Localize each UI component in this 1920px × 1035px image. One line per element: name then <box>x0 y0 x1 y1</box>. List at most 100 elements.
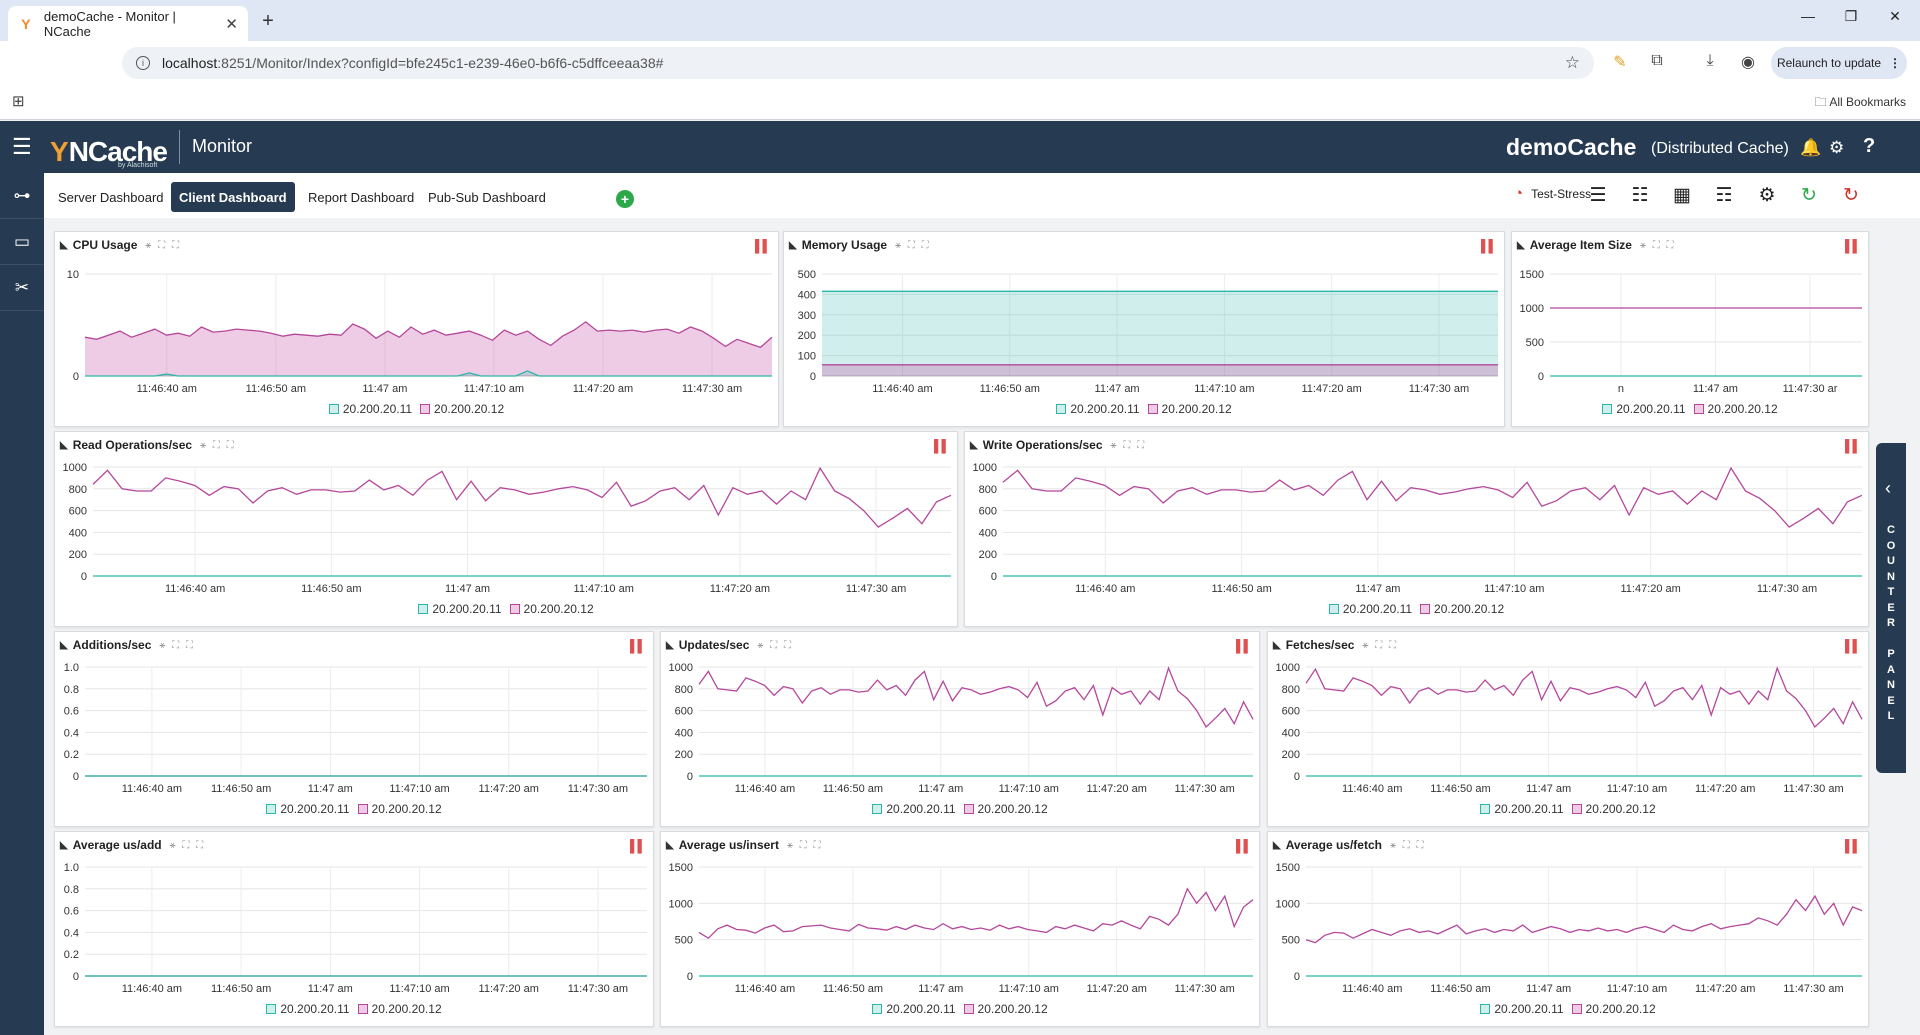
y-tick-label: 400 <box>798 289 816 301</box>
pause-icon[interactable]: ▌▌ <box>754 239 771 253</box>
chevron-left-icon[interactable]: ‹ <box>1885 478 1891 498</box>
pause-icon[interactable]: ▌▌ <box>1235 639 1252 653</box>
reset-icon[interactable]: ↻ <box>1843 185 1859 206</box>
legend-item[interactable]: 20.200.20.12 <box>963 802 1048 816</box>
browser-tab[interactable]: Y demoCache - Monitor | NCache ✕ <box>8 6 248 41</box>
legend-item[interactable]: 20.200.20.11 <box>872 1002 956 1016</box>
counter-panel-toggle[interactable]: ‹ C O U N T E R P A N E L <box>1876 443 1906 773</box>
legend-item[interactable]: 20.200.20.11 <box>1480 802 1564 816</box>
tools-wrench-icon[interactable]: ✂ <box>0 265 44 311</box>
relaunch-button[interactable]: Relaunch to update ⋮ <box>1771 47 1907 79</box>
address-bar[interactable]: i localhost:8251/Monitor/Index?configId=… <box>122 47 1594 79</box>
panel-title: Fetches/sec <box>1285 638 1355 652</box>
panel-title: Read Operations/sec <box>72 438 193 452</box>
profile-icon[interactable]: ◉ <box>1741 54 1755 71</box>
legend-item[interactable]: 20.200.20.11 <box>1328 602 1412 616</box>
panel-tools-icon[interactable]: ⚹ ⛶ ⛶ <box>757 639 793 651</box>
topology-icon[interactable]: ⊶ <box>0 173 44 219</box>
menu-icon[interactable]: ☰ <box>12 134 32 159</box>
panel-tools-icon[interactable]: ⚹ ⛶ ⛶ <box>786 839 823 851</box>
legend-item[interactable]: 20.200.20.12 <box>1693 402 1778 416</box>
logo-text: NCache <box>68 136 168 167</box>
panel-tools-icon[interactable]: ⚹ ⛶ ⛶ <box>1362 639 1398 651</box>
pause-icon[interactable]: ▌▌ <box>1235 839 1252 853</box>
average-us-fetch-panel: 1500 1000 500 0 11:46:40 am 11:46:50 am 11:47 … <box>1267 831 1869 1027</box>
extension-pen-icon[interactable]: ✎ <box>1613 54 1627 71</box>
legend-item[interactable]: 20.200.20.11 <box>266 802 350 816</box>
legend-item[interactable]: 20.200.20.12 <box>420 402 504 416</box>
panel-tools-icon[interactable]: ⚹ ⛶ ⛶ <box>159 639 195 651</box>
all-bookmarks[interactable]: 🗀 All Bookmarks <box>1814 95 1906 109</box>
panel-tools-icon[interactable]: ⚹ ⛶ ⛶ <box>145 239 181 251</box>
cluster-settings-icon[interactable]: ⚙ <box>1829 138 1845 157</box>
notification-bell-icon[interactable]: 🔔 <box>1800 138 1822 157</box>
monitor-screen-icon[interactable]: ▭ <box>0 219 44 265</box>
close-tab-icon[interactable]: ✕ <box>225 15 238 33</box>
extensions-puzzle-icon[interactable]: ⧉ <box>1651 52 1663 69</box>
counter-panel-label: C O U N T E R P A N E L <box>1886 524 1896 722</box>
tab-report-dashboard[interactable]: Report Dashboard <box>308 189 415 205</box>
y-tick-label: 500 <box>675 935 693 947</box>
pause-icon[interactable]: ▌▌ <box>629 839 646 853</box>
help-icon[interactable]: ? <box>1863 135 1876 157</box>
minimize-icon[interactable]: — <box>1801 8 1815 24</box>
settings-gear-icon[interactable]: ⚙ <box>1758 185 1776 206</box>
new-tab-icon[interactable]: + <box>262 10 274 32</box>
pause-icon[interactable]: ▌▌ <box>1844 639 1861 653</box>
panel-tools-icon[interactable]: ⚹ ⛶ ⛶ <box>200 439 236 451</box>
legend-item[interactable]: 20.200.20.11 <box>266 1002 350 1016</box>
restore-icon[interactable]: ❐ <box>1844 8 1858 24</box>
legend-item[interactable]: 20.200.20.12 <box>1147 402 1232 416</box>
close-window-icon[interactable]: ✕ <box>1889 8 1901 24</box>
x-tick-label: 11:47:30 am <box>682 383 742 395</box>
tab-server-dashboard[interactable]: Server Dashboard <box>58 189 164 205</box>
read-operations-sec-panel: 1000 800 600 400 200 0 11:46:40 am 11:46:50 am 1… <box>54 431 958 627</box>
y-tick-label: 1500 <box>1520 269 1544 281</box>
legend-item[interactable]: 20.200.20.11 <box>418 602 502 616</box>
pause-icon[interactable]: ▌▌ <box>1844 439 1861 453</box>
site-info-icon[interactable]: i <box>136 56 150 70</box>
panel-tools-icon[interactable]: ⚹ ⛶ ⛶ <box>1639 239 1676 251</box>
tab-pubsub-dashboard[interactable]: Pub-Sub Dashboard <box>428 189 546 205</box>
pause-icon[interactable]: ▌▌ <box>629 639 646 653</box>
layout-3-col-icon[interactable]: ▦ <box>1673 185 1691 206</box>
more-menu-icon[interactable]: ⋮ <box>1889 56 1902 70</box>
legend-item[interactable]: 20.200.20.11 <box>1602 402 1686 416</box>
add-dashboard-icon[interactable]: + <box>616 190 634 208</box>
legend-item[interactable]: 20.200.20.11 <box>328 402 412 416</box>
legend-item[interactable]: 20.200.20.11 <box>872 802 956 816</box>
legend-item[interactable]: 20.200.20.11 <box>1480 1002 1564 1016</box>
legend-item[interactable]: 20.200.20.12 <box>509 602 594 616</box>
panel-tools-icon[interactable]: ⚹ ⛶ ⛶ <box>895 239 931 251</box>
panel-tools-icon[interactable]: ⚹ ⛶ ⛶ <box>169 839 206 851</box>
test-stress-button[interactable]: ◔ Test-Stress <box>1514 185 1591 202</box>
layout-2-col-icon[interactable]: ☷ <box>1631 185 1649 206</box>
legend-item[interactable]: 20.200.20.12 <box>357 1002 442 1016</box>
x-tick-label: 11:46:50 am <box>246 383 306 395</box>
pause-icon[interactable]: ▌▌ <box>1480 239 1497 253</box>
legend-item[interactable]: 20.200.20.12 <box>1571 1002 1656 1016</box>
apps-grid-icon[interactable]: ⊞ <box>12 93 25 110</box>
download-icon[interactable]: ⤓ <box>1706 52 1714 69</box>
chart-icon: ◣ <box>60 239 68 251</box>
legend-item[interactable]: 20.200.20.12 <box>357 802 442 816</box>
legend-swatch <box>1480 804 1491 814</box>
layout-1-col-icon[interactable]: ☰ <box>1589 185 1607 206</box>
pause-icon[interactable]: ▌▌ <box>1844 839 1861 853</box>
x-tick-label: 11:47 am <box>445 583 490 595</box>
legend-item[interactable]: 20.200.20.12 <box>1571 802 1656 816</box>
panel-tools-icon[interactable]: ⚹ ⛶ ⛶ <box>1389 839 1426 851</box>
legend-item[interactable]: 20.200.20.12 <box>963 1002 1048 1016</box>
bookmark-star-icon[interactable]: ☆ <box>1564 53 1580 72</box>
panel-title: Additions/sec <box>72 638 152 652</box>
tab-client-dashboard[interactable]: Client Dashboard <box>171 182 295 212</box>
legend-item[interactable]: 20.200.20.12 <box>1420 602 1504 616</box>
x-tick-label: 11:47:30 am <box>1409 383 1469 395</box>
refresh-icon[interactable]: ↻ <box>1801 185 1817 206</box>
pause-icon[interactable]: ▌▌ <box>933 439 950 453</box>
panel-tools-icon[interactable]: ⚹ ⛶ ⛶ <box>1110 439 1147 451</box>
pause-icon[interactable]: ▌▌ <box>1844 239 1861 253</box>
counter-list-icon[interactable]: ☶ <box>1715 185 1733 206</box>
x-tick-label: 11:47:20 am <box>1620 583 1680 595</box>
legend-item[interactable]: 20.200.20.11 <box>1056 402 1140 416</box>
